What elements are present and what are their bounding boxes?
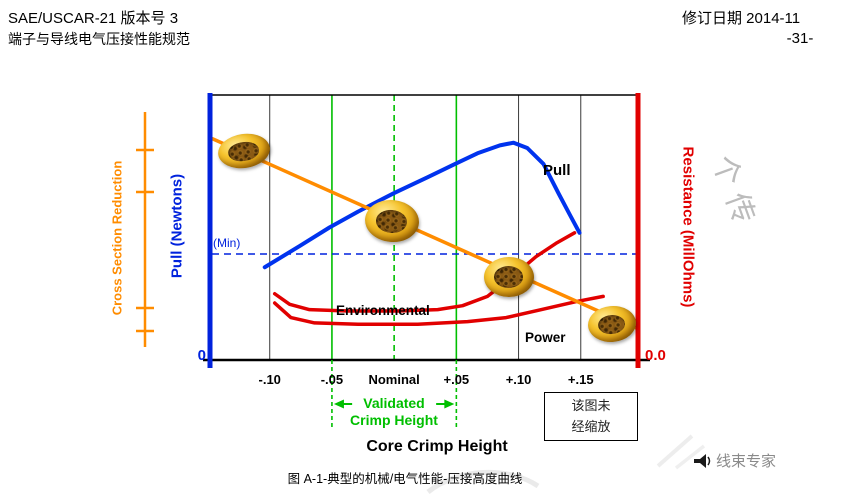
doc-subtitle: 端子与导线电气压接性能规范 — [8, 31, 190, 47]
left-axis-title: Pull (Newtons) — [168, 173, 186, 279]
validated-arrow-head-left — [333, 399, 344, 409]
megaphone-icon — [692, 451, 712, 476]
x-tick-label: Nominal — [368, 372, 420, 387]
validated-range-label-line1: Validated — [363, 395, 425, 411]
crimp-cross-section-image — [483, 256, 534, 297]
watermark-stroke — [674, 444, 706, 470]
pull-curve-label: Pull — [543, 162, 571, 179]
doc-title: SAE/USCAR-21 版本号 3 — [8, 10, 179, 27]
watermark-stroke — [656, 434, 694, 468]
x-tick-label: +.15 — [567, 372, 594, 387]
note-line1: 该图未 — [571, 398, 611, 414]
series-cross-section-reduction — [210, 136, 640, 331]
validated-arrow-head-right — [444, 399, 455, 409]
x-tick-label: +.05 — [443, 372, 470, 387]
series-pull — [262, 140, 582, 270]
environmental-curve-label: Environmental — [336, 303, 430, 318]
x-axis-title: Core Crimp Height — [366, 438, 508, 455]
brand-name: 线束专家 — [716, 453, 777, 470]
series-environmental — [272, 231, 577, 313]
page-number: -31- — [786, 30, 814, 47]
x-tick-label: -.05 — [320, 372, 344, 387]
right-axis-origin-label: 0.0 — [645, 347, 666, 364]
not-to-scale-note: 该图未 经缩放 — [544, 392, 638, 441]
revision-date: 修订日期 2014-11 — [682, 10, 801, 27]
validated-range-label-line2: Crimp Height — [350, 412, 438, 428]
note-line2: 经缩放 — [571, 418, 611, 434]
figure-caption: 图 A-1-典型的机械/电气性能-压接高度曲线 — [287, 472, 523, 486]
left-axis-origin-label: 0 — [197, 347, 206, 364]
min-pull-label: (Min) — [213, 236, 241, 250]
right-axis-title: Resistance (MillOhms) — [679, 146, 697, 308]
series-power — [272, 294, 605, 326]
cross-section-axis-title: Cross Section Reduction — [109, 160, 125, 316]
x-tick-label: -.10 — [258, 372, 281, 387]
watermark-swirl — [426, 469, 540, 494]
x-tick-label: +.10 — [505, 372, 532, 387]
power-curve-label: Power — [525, 330, 566, 345]
